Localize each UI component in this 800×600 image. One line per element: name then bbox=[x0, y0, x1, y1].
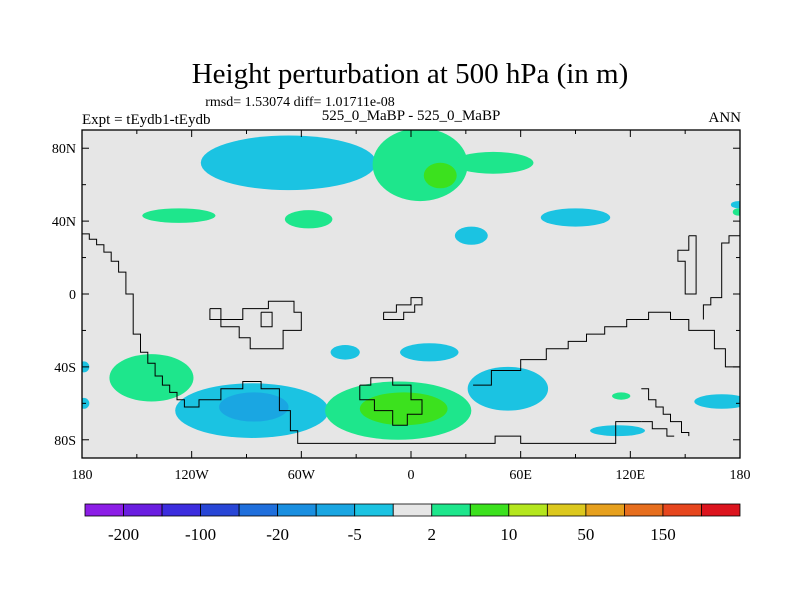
colorbar-label: -200 bbox=[108, 525, 139, 544]
anomaly-southern-pacific-negative-core bbox=[219, 392, 289, 422]
colorbar-swatch bbox=[238, 503, 279, 517]
x-tick-label: 0 bbox=[408, 468, 415, 483]
colorbar-swatch bbox=[508, 503, 548, 517]
anomaly-indian-ocean-negative bbox=[467, 366, 549, 411]
colorbar-swatch bbox=[469, 503, 510, 517]
x-axis: 180 120W 60W 0 60E 120E 180 bbox=[72, 130, 751, 483]
x-tick-label: 120W bbox=[175, 468, 210, 483]
east-coastline bbox=[702, 235, 740, 320]
colorbar-swatch bbox=[123, 503, 163, 517]
y-tick-label: 80N bbox=[52, 142, 76, 157]
anomaly-arctic-positive-core bbox=[423, 162, 457, 189]
anomaly-atlantic-40s-negative-b bbox=[400, 343, 459, 362]
x-tick-label: 120E bbox=[616, 468, 646, 483]
anomaly-southern-pacific-positive bbox=[109, 354, 194, 402]
colorbar-swatch bbox=[277, 503, 317, 517]
colorbar-swatch bbox=[546, 503, 587, 517]
chart-title: Height perturbation at 500 hPa (in m) bbox=[192, 58, 629, 90]
x-tick-label: 180 bbox=[72, 468, 93, 483]
colorbar-swatch bbox=[701, 503, 741, 517]
southeast-chain bbox=[641, 388, 690, 437]
colorbar-swatch bbox=[161, 503, 201, 517]
chart-subtitle: rmsd= 1.53074 diff= 1.01711e-08 bbox=[205, 95, 395, 110]
case-label: 525_0_MaBP - 525_0_MaBP bbox=[322, 108, 501, 124]
colorbar-label: -5 bbox=[348, 525, 362, 544]
plot-area bbox=[81, 129, 741, 459]
experiment-label: Expt = tEydb1-tEydb bbox=[82, 112, 210, 128]
southeast-chain-b bbox=[641, 421, 675, 437]
colorbar-label: -100 bbox=[185, 525, 216, 544]
y-axis: 80N 40N 0 40S 80S bbox=[52, 142, 740, 449]
x-tick-label: 60W bbox=[288, 468, 316, 483]
colorbar-swatch bbox=[392, 503, 433, 517]
season-label: ANN bbox=[709, 110, 742, 126]
y-tick-label: 80S bbox=[54, 434, 76, 449]
y-tick-label: 40S bbox=[54, 361, 76, 376]
east-continent-outline bbox=[473, 311, 740, 386]
colorbar-swatch bbox=[84, 503, 124, 517]
colorbar-swatch bbox=[585, 503, 625, 517]
colorbar: -200 -100 -20 -5 2 10 50 150 bbox=[84, 503, 741, 544]
y-tick-label: 40N bbox=[52, 215, 76, 230]
y-tick-label: 0 bbox=[69, 288, 76, 303]
anomaly-north-atlantic-positive bbox=[372, 130, 468, 202]
colorbar-swatch bbox=[315, 503, 356, 517]
x-tick-label: 60E bbox=[509, 468, 532, 483]
colorbar-label: 10 bbox=[500, 525, 517, 544]
field-layer bbox=[82, 130, 740, 440]
anomaly-siberia-30n-negative bbox=[454, 226, 488, 245]
anomaly-north-pacific-negative bbox=[200, 135, 377, 191]
west-continent-outline bbox=[82, 233, 642, 444]
colorbar-label: 150 bbox=[650, 525, 676, 544]
colorbar-swatch bbox=[354, 503, 394, 517]
anomaly-east-edge-positive bbox=[732, 208, 740, 216]
anomaly-south-atlantic-positive-core bbox=[359, 392, 448, 426]
coastline-layer bbox=[82, 233, 740, 444]
colorbar-label: 2 bbox=[428, 525, 437, 544]
central-continent-inner bbox=[260, 311, 273, 328]
south-polar-blob bbox=[359, 377, 423, 426]
colorbar-label: -20 bbox=[266, 525, 289, 544]
anomaly-asia-40n-negative bbox=[540, 208, 611, 227]
anomaly-north-atlantic-tail-positive bbox=[453, 151, 534, 174]
anomaly-australia-negative bbox=[590, 425, 645, 437]
colorbar-swatch bbox=[200, 503, 240, 517]
anomaly-america-40n-positive bbox=[284, 210, 333, 229]
anomaly-australia-positive bbox=[612, 392, 631, 400]
central-continent-outline bbox=[209, 300, 302, 350]
anomaly-pacific-40n-positive bbox=[142, 208, 216, 223]
colorbar-swatch bbox=[662, 503, 702, 517]
colorbar-swatch bbox=[624, 503, 664, 517]
x-tick-label: 180 bbox=[730, 468, 751, 483]
colorbar-label: 50 bbox=[577, 525, 594, 544]
east-peninsula bbox=[677, 235, 697, 295]
colorbar-swatch bbox=[431, 503, 471, 517]
anomaly-southeast-negative bbox=[694, 394, 740, 409]
mid-ocean-island bbox=[383, 297, 423, 320]
anomaly-east-edge-negative bbox=[730, 201, 740, 209]
anomaly-atlantic-40s-negative-a bbox=[330, 345, 360, 360]
